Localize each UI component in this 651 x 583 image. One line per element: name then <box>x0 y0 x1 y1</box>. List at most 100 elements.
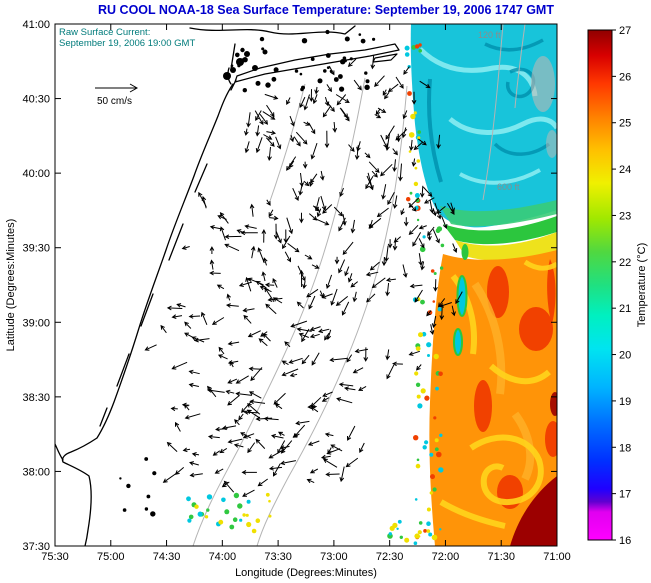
current-vector <box>296 301 304 309</box>
current-vector <box>227 378 238 384</box>
current-vector <box>310 142 318 160</box>
current-vector <box>247 330 261 338</box>
colorbar-tick-label: 23 <box>619 210 631 222</box>
long-island <box>234 43 400 83</box>
pixel-speck <box>325 29 330 35</box>
pixel-speck <box>144 507 149 511</box>
pixel-speck <box>224 509 230 515</box>
current-vector <box>255 137 263 154</box>
current-vector <box>238 413 244 421</box>
current-vector <box>375 108 381 116</box>
current-vector <box>418 225 427 230</box>
current-vector <box>298 332 309 338</box>
pixel-speck <box>265 492 270 497</box>
current-vector <box>311 352 320 366</box>
barrier-island <box>99 407 108 427</box>
current-vector <box>308 122 316 135</box>
colorbar-tick-label: 17 <box>619 489 631 501</box>
sst-field-layer <box>410 24 557 546</box>
current-vector <box>310 173 318 184</box>
current-vector <box>371 277 386 289</box>
sst-filament <box>448 116 557 135</box>
current-vector <box>384 245 389 263</box>
current-vector <box>418 253 423 267</box>
pixel-speck <box>245 513 249 517</box>
y-tick-label: 38:30 <box>22 392 50 404</box>
pixel-speck <box>268 499 271 503</box>
pixel-speck <box>188 514 194 520</box>
current-vector <box>264 93 279 100</box>
current-vector <box>439 302 452 308</box>
long-island-south-fork <box>372 53 398 63</box>
current-vector <box>350 219 356 234</box>
pixel-speck <box>430 474 435 480</box>
current-vector <box>289 372 298 378</box>
pixel-speck <box>416 394 421 399</box>
x-tick-label: 73:30 <box>264 551 292 563</box>
x-axis-ticks: 75:30 75:00 74:30 74:00 73:30 73:00 72:30 72:00… <box>41 24 571 563</box>
y-tick-label: 38:00 <box>22 466 50 478</box>
current-vector <box>261 229 267 243</box>
bathymetry-contours <box>192 24 526 546</box>
current-vector <box>201 195 207 209</box>
current-vector <box>207 385 217 398</box>
current-vector <box>326 84 332 93</box>
current-vector <box>374 114 382 119</box>
pixel-speck <box>240 47 245 53</box>
current-vector <box>325 472 340 477</box>
colorbar-tick-label: 25 <box>619 118 631 130</box>
current-vector <box>395 76 404 89</box>
pixel-speck <box>221 497 226 503</box>
current-vector <box>249 203 255 217</box>
pixel-speck <box>338 74 343 79</box>
pixel-speck <box>426 342 432 348</box>
pixel-speck <box>414 533 420 539</box>
current-vector <box>246 409 261 419</box>
current-vector <box>312 94 318 105</box>
current-vector <box>292 187 299 202</box>
current-vector <box>229 360 234 368</box>
current-vector <box>241 470 257 475</box>
current-vector <box>409 283 423 289</box>
current-vector <box>427 226 435 237</box>
pixel-speck <box>206 494 213 500</box>
pixel-speck <box>233 492 240 499</box>
pixel-speck <box>439 528 442 531</box>
current-vector <box>235 375 249 384</box>
current-vector <box>350 281 359 288</box>
pixel-speck <box>426 529 431 533</box>
pixel-speck <box>273 67 279 73</box>
x-axis-label: Longitude (Degrees:Minutes) <box>235 567 377 579</box>
current-vector <box>370 55 376 70</box>
cloud-patch <box>546 130 557 158</box>
current-vector <box>327 447 332 455</box>
pixel-speck <box>294 69 299 73</box>
current-vector <box>266 130 277 135</box>
current-vector <box>188 314 201 319</box>
current-vector <box>377 107 387 113</box>
x-tick-label: 73:00 <box>320 551 348 563</box>
current-vector <box>288 357 303 364</box>
sst-green-band <box>440 200 557 227</box>
current-vector <box>433 279 438 292</box>
current-vector <box>255 125 260 137</box>
current-vector <box>303 121 311 126</box>
current-vector <box>420 261 425 271</box>
current-vector <box>207 434 220 440</box>
sst-filament <box>439 499 506 529</box>
current-vector <box>212 450 221 456</box>
pixel-speck <box>435 386 439 391</box>
urban-landmark <box>252 65 258 71</box>
current-vector <box>408 224 419 236</box>
current-vector <box>259 113 269 125</box>
current-vector <box>243 314 252 324</box>
x-tick-label: 71:30 <box>487 551 515 563</box>
pixel-speck <box>255 518 261 523</box>
pixel-speck <box>122 508 127 512</box>
current-vector <box>368 161 380 173</box>
current-vector <box>309 326 321 332</box>
pixel-speck <box>218 519 224 525</box>
sst-eddy-filament <box>506 67 536 99</box>
current-vector <box>184 332 195 339</box>
pixel-speck <box>437 307 442 312</box>
